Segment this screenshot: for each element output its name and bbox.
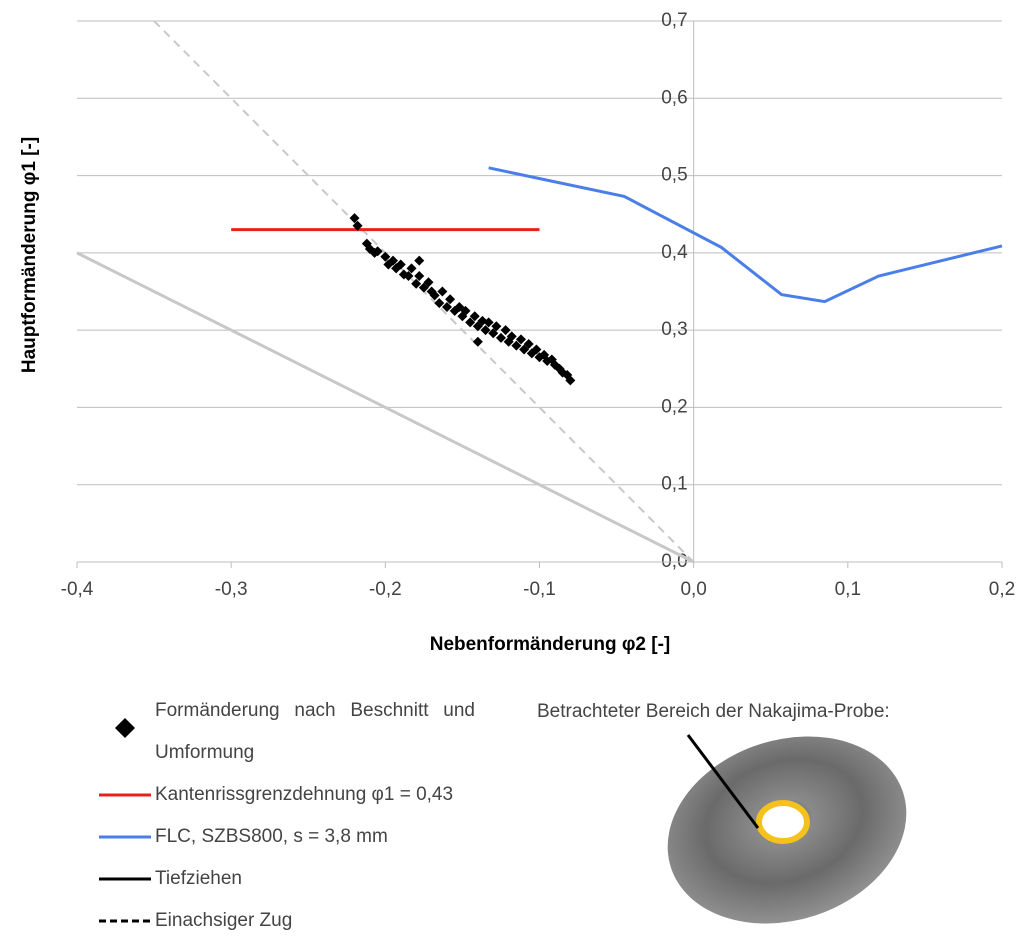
- legend-marker: [115, 718, 135, 738]
- illustration-title: Betrachteter Bereich der Nakajima-Probe:: [537, 701, 890, 722]
- x-tick-label: -0,1: [523, 579, 556, 600]
- legend-item: Kantenrissgrenzdehnung φ1 = 0,43: [95, 774, 475, 816]
- y-tick-label: 0,4: [661, 242, 688, 263]
- y-tick-label: 0,3: [661, 319, 687, 340]
- y-tick-label: 0,7: [661, 10, 687, 31]
- scatter-point: [473, 337, 483, 347]
- x-axis-title: Nebenformänderung φ2 [-]: [430, 634, 671, 655]
- y-tick-label: 0,1: [661, 474, 687, 495]
- scatter-point: [501, 325, 511, 335]
- legend-label: Tiefziehen: [155, 858, 242, 900]
- x-tick-label: 0,0: [680, 579, 706, 600]
- y-axis-title: Hauptformänderung φ1 [-]: [19, 137, 40, 373]
- x-tick-label: -0,4: [61, 579, 94, 600]
- legend-symbol: [95, 774, 155, 816]
- series-line: [489, 168, 1002, 302]
- legend-symbol: [95, 690, 155, 750]
- x-tick-label: 0,2: [989, 579, 1015, 600]
- y-tick-label: 0,5: [661, 165, 687, 186]
- scatter-point: [414, 256, 424, 266]
- legend: Formänderung nach Beschnitt und Umformun…: [95, 690, 475, 936]
- y-tick-label: 0,6: [661, 87, 687, 108]
- legend-item: FLC, SZBS800, s = 3,8 mm: [95, 816, 475, 858]
- legend-label: Einachsiger Zug: [155, 900, 292, 936]
- legend-symbol: [95, 900, 155, 936]
- legend-label: FLC, SZBS800, s = 3,8 mm: [155, 816, 388, 858]
- x-tick-label: -0,2: [369, 579, 402, 600]
- legend-label: Formänderung nach Beschnitt und Umformun…: [155, 690, 475, 774]
- nakajima-illustration: [643, 707, 931, 936]
- y-tick-label: 0,2: [661, 396, 687, 417]
- page: Hauptformänderung φ1 [-] Nebenformänderu…: [0, 0, 1023, 936]
- legend-symbol: [95, 816, 155, 858]
- legend-item: Tiefziehen: [95, 858, 475, 900]
- legend-symbol: [95, 858, 155, 900]
- legend-label: Kantenrissgrenzdehnung φ1 = 0,43: [155, 774, 453, 816]
- legend-item: Formänderung nach Beschnitt und Umformun…: [95, 690, 475, 774]
- legend-item: Einachsiger Zug: [95, 900, 475, 936]
- x-tick-label: -0,3: [215, 579, 248, 600]
- x-tick-label: 0,1: [835, 579, 861, 600]
